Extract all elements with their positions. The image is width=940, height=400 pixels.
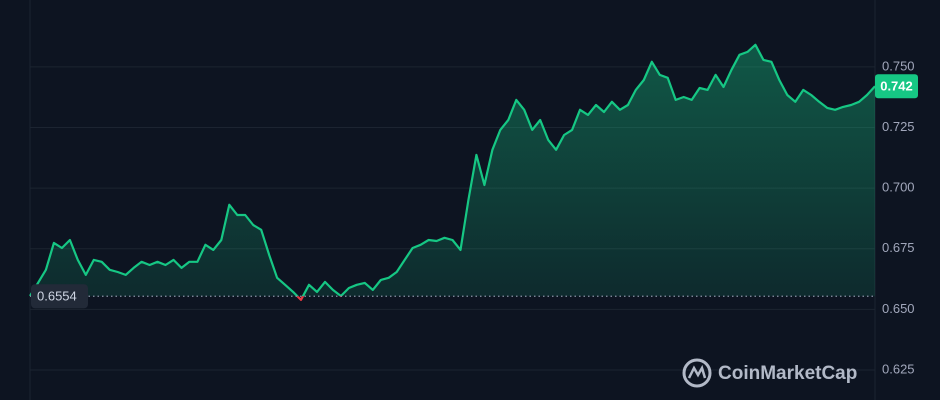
y-tick-label: 0.750	[882, 58, 915, 73]
last-price-label: 0.742	[880, 79, 913, 94]
y-tick-label: 0.725	[882, 119, 915, 134]
y-tick-label: 0.700	[882, 180, 915, 195]
labels: 0.625 0.650 0.675 0.700 0.725 0.750 0.6554 0.74…	[31, 58, 918, 376]
y-tick-label: 0.675	[882, 240, 915, 255]
y-tick-label: 0.625	[882, 361, 915, 376]
watermark-logo	[682, 358, 712, 388]
reference-label: 0.6554	[37, 289, 77, 304]
area-fill	[30, 44, 875, 297]
plot	[29, 43, 876, 301]
reference-label-box	[31, 284, 88, 309]
watermark-text: CoinMarketCap	[718, 363, 857, 384]
watermark-logo-mark	[687, 364, 707, 379]
y-tick-label: 0.650	[882, 301, 915, 316]
price-line-up	[29, 43, 876, 297]
last-price-badge	[875, 74, 918, 99]
watermark: CoinMarketCap	[682, 358, 857, 388]
